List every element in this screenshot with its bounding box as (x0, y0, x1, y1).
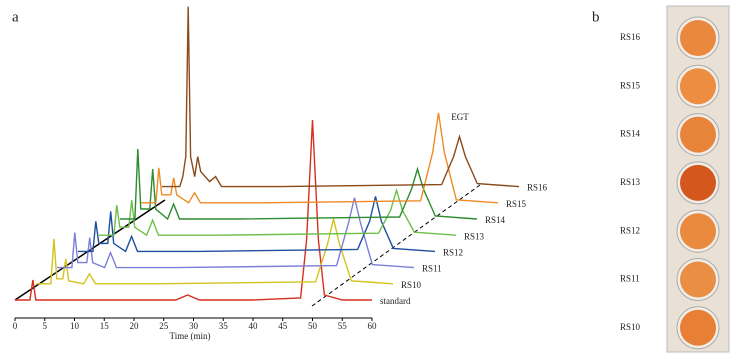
x-tick-label: 10 (70, 321, 80, 331)
x-axis-label: Time (min) (170, 331, 211, 341)
well-liquid (680, 310, 716, 346)
x-tick-label: 60 (368, 321, 378, 331)
annotation: EGT (451, 112, 469, 122)
x-tick-label: 50 (308, 321, 318, 331)
panel-label: a (12, 9, 19, 25)
well-label: RS11 (620, 274, 640, 284)
x-tick-label: 40 (249, 321, 259, 331)
x-tick-label: 35 (219, 321, 229, 331)
x-tick-label: 45 (278, 321, 288, 331)
x-tick-label: 25 (159, 321, 169, 331)
well-liquid (680, 20, 716, 56)
series-label: RS12 (443, 247, 463, 257)
well-liquid (680, 213, 716, 249)
series-label: RS11 (422, 264, 442, 274)
trace (57, 198, 414, 268)
well-liquid (680, 262, 716, 298)
well-label: RS15 (620, 80, 641, 90)
series-label: RS10 (401, 280, 422, 290)
offset-guide (15, 200, 165, 300)
well-label: RS12 (620, 225, 640, 235)
panel-label: b (592, 9, 600, 25)
x-tick-label: 5 (43, 321, 48, 331)
well-liquid (680, 68, 716, 104)
trace (141, 113, 498, 203)
well-liquid (680, 117, 716, 153)
well-label: RS10 (620, 322, 641, 332)
x-tick-label: 30 (189, 321, 199, 331)
trace (120, 149, 477, 219)
x-tick-label: 0 (13, 321, 18, 331)
well-label: RS14 (620, 129, 641, 139)
peak-guide (312, 185, 480, 306)
trace (162, 7, 519, 187)
series-label: RS14 (485, 215, 506, 225)
series-label: RS16 (527, 183, 548, 193)
trace (99, 190, 456, 235)
x-tick-label: 20 (130, 321, 140, 331)
figure: a b Time (min) EGT 0 5 10 15 20 25 30 35 40 45 50 5… (0, 0, 735, 355)
x-tick-label: 55 (338, 321, 348, 331)
series-label: RS13 (464, 231, 485, 241)
series-label: standard (380, 296, 411, 306)
series-label: RS15 (506, 199, 527, 209)
x-tick-label: 15 (100, 321, 110, 331)
well-label: RS16 (620, 32, 641, 42)
well-liquid (680, 165, 716, 201)
well-label: RS13 (620, 177, 641, 187)
